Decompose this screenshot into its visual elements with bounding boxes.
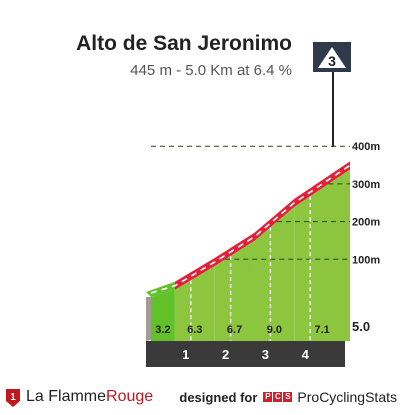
base-strip bbox=[146, 341, 345, 367]
climb-subtitle: 445 m - 5.0 Km at 6.4 % bbox=[130, 62, 292, 79]
km-marker-label: 2 bbox=[222, 347, 229, 362]
altitude-label-layer: 100m 200m 300m 400m bbox=[352, 141, 380, 266]
km-line-layer bbox=[190, 196, 311, 341]
gradient-label: 6.3 bbox=[187, 324, 202, 336]
distance-label: 5.0 bbox=[352, 319, 370, 334]
pcs-logo-icon: P C S bbox=[263, 392, 293, 402]
km-marker-label: 1 bbox=[182, 347, 189, 362]
brand-name-part1: La Flamme bbox=[26, 388, 107, 405]
gradient-label: 9.0 bbox=[267, 324, 282, 336]
grass-layer bbox=[146, 169, 350, 341]
gradient-label-layer: 3.2 6.3 6.7 9.0 7.1 bbox=[155, 324, 329, 336]
designed-for-text: designed for bbox=[179, 389, 258, 405]
pcs-logo-letter: S bbox=[283, 392, 293, 402]
gridline-layer bbox=[151, 145, 350, 260]
pcs-name: ProCyclingStats bbox=[297, 389, 397, 405]
gradient-label: 6.7 bbox=[227, 324, 242, 336]
altitude-tick-label: 400m bbox=[352, 141, 380, 153]
road-band bbox=[174, 161, 350, 290]
brand-name: La FlammeRouge bbox=[26, 388, 153, 406]
gradient-label: 7.1 bbox=[314, 324, 329, 336]
climb-title: Alto de San Jeronimo bbox=[76, 32, 292, 55]
altitude-tick-label: 300m bbox=[352, 179, 380, 191]
category-badge-label: 3 bbox=[328, 53, 336, 69]
road-centerline bbox=[150, 164, 351, 294]
grass-segment bbox=[254, 206, 295, 341]
pcs-credit: designed for P C S ProCyclingStats bbox=[179, 385, 397, 409]
flamme-rouge-flag-icon: 1 bbox=[6, 389, 20, 407]
altitude-tick-label: 200m bbox=[352, 217, 380, 229]
rock-side bbox=[146, 297, 151, 341]
road-start-piece bbox=[146, 281, 175, 297]
grass-segment bbox=[151, 289, 175, 341]
grass-segment bbox=[174, 266, 215, 341]
grass-segment bbox=[214, 240, 255, 341]
altitude-tick-label: 100m bbox=[352, 254, 380, 266]
pcs-logo-letter: P bbox=[263, 392, 273, 402]
grass-segment bbox=[294, 169, 350, 341]
pcs-logo-letter: C bbox=[273, 392, 283, 402]
km-marker-label: 4 bbox=[302, 347, 310, 362]
laflammerouge-logo: 1 La FlammeRouge bbox=[6, 385, 153, 409]
gradient-label: 3.2 bbox=[155, 324, 170, 336]
km-marker-label: 3 bbox=[262, 347, 269, 362]
km-label-layer: 1 2 3 4 bbox=[182, 347, 309, 362]
brand-name-part2: Rouge bbox=[106, 388, 154, 405]
svg-text:1: 1 bbox=[10, 392, 16, 403]
category-badge-triangle bbox=[318, 47, 346, 68]
